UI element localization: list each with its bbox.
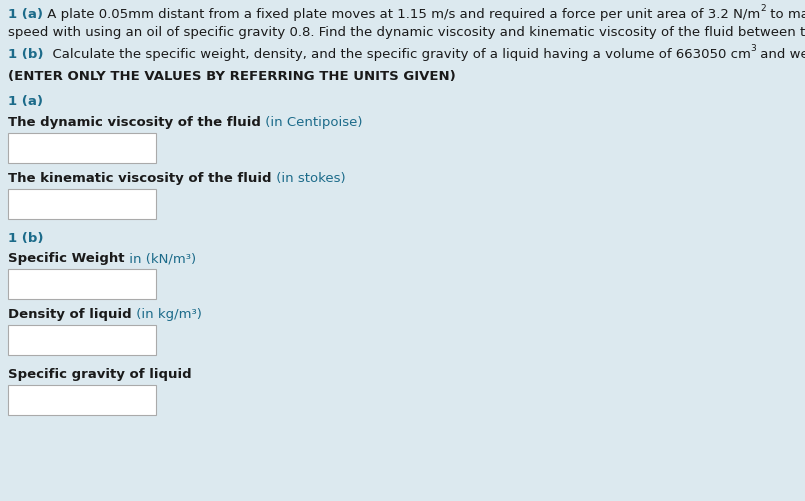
Text: Calculate the specific weight, density, and the specific gravity of a liquid hav: Calculate the specific weight, density, … [43,48,750,61]
Text: A plate 0.05mm distant from a fixed plate moves at 1.15 m/s and required a force: A plate 0.05mm distant from a fixed plat… [43,8,760,21]
Bar [8,385,156,415]
Text: The kinematic viscosity of the fluid: The kinematic viscosity of the fluid [8,172,271,185]
Text: 1 (b): 1 (b) [8,48,43,61]
Text: 2: 2 [760,4,766,13]
Text: Specific Weight: Specific Weight [8,252,125,265]
Text: (in Centipoise): (in Centipoise) [261,116,362,129]
Text: Specific gravity of liquid: Specific gravity of liquid [8,367,192,380]
Text: to maintain this: to maintain this [766,8,805,21]
Text: 3: 3 [750,44,756,53]
Bar [8,189,156,219]
Bar [8,325,156,355]
Text: (in stokes): (in stokes) [271,172,345,185]
Text: and weight of 67 kN: and weight of 67 kN [756,48,805,61]
Text: 1 (a): 1 (a) [8,8,43,21]
Text: speed with using an oil of specific gravity 0.8. Find the dynamic viscosity and : speed with using an oil of specific grav… [8,26,805,39]
Text: (in kg/m³): (in kg/m³) [132,308,201,320]
Text: 1 (a): 1 (a) [8,95,43,108]
Text: (ENTER ONLY THE VALUES BY REFERRING THE UNITS GIVEN): (ENTER ONLY THE VALUES BY REFERRING THE … [8,70,456,83]
Text: The dynamic viscosity of the fluid: The dynamic viscosity of the fluid [8,116,261,129]
Text: in (kN/m³): in (kN/m³) [125,252,196,265]
Text: Density of liquid: Density of liquid [8,308,132,320]
Bar [8,270,156,300]
Bar [8,134,156,164]
Text: 1 (b): 1 (b) [8,231,43,244]
